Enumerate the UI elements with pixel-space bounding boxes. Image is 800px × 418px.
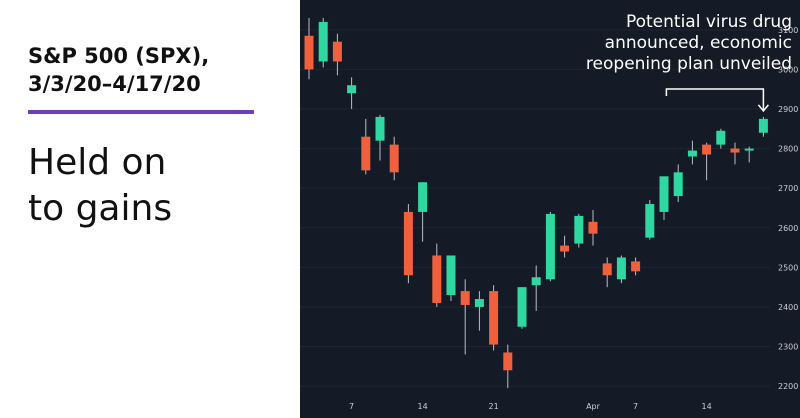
candle-body — [673, 172, 683, 197]
chart-title: S&P 500 (SPX), 3/3/20–4/17/20 — [28, 42, 288, 98]
candle — [673, 164, 683, 203]
candle — [631, 257, 641, 276]
candle-body — [304, 35, 314, 70]
chart-area: 2200 2300 2400 2500 2600 2700 2800 2900 3000 3100… — [300, 0, 800, 418]
candle — [659, 176, 669, 220]
candle-body — [574, 215, 584, 244]
y-tick-label: 2900 — [778, 105, 798, 114]
y-tick-label: 2500 — [778, 263, 798, 272]
y-tick-label: 2700 — [778, 184, 798, 193]
candle — [517, 287, 527, 329]
x-tick-label: 7 — [633, 402, 638, 411]
candle-body — [744, 148, 754, 151]
candle-body — [460, 291, 470, 305]
x-tick-label: 14 — [418, 402, 428, 411]
annotation-line-2: announced, economic — [604, 33, 792, 53]
y-tick-label: 3000 — [778, 65, 798, 74]
candle — [545, 211, 555, 282]
candle-body — [631, 261, 641, 272]
candlestick-chart: 2200 2300 2400 2500 2600 2700 2800 2900 3000 3100… — [300, 17, 798, 411]
candle — [418, 182, 428, 242]
candle-body — [446, 255, 456, 296]
candle-body — [389, 144, 399, 173]
candle — [304, 17, 314, 80]
candle-body — [531, 277, 541, 286]
candle — [758, 116, 768, 137]
candle — [716, 128, 726, 149]
candle — [730, 142, 740, 165]
chart-title-line-1: S&P 500 (SPX), — [28, 44, 210, 68]
candle-body — [545, 213, 555, 280]
x-tick-label: 14 — [702, 402, 712, 411]
candle-body — [361, 136, 371, 171]
candle — [347, 77, 357, 109]
candle-body — [616, 257, 626, 280]
candle — [332, 33, 342, 76]
candle-body — [758, 118, 768, 133]
candle-body — [347, 85, 357, 94]
candle — [588, 209, 598, 246]
candle — [474, 291, 484, 331]
chart-title-line-2: 3/3/20–4/17/20 — [28, 72, 201, 96]
candle — [361, 118, 371, 175]
candle-body — [418, 182, 428, 212]
x-tick-label: 21 — [489, 402, 499, 411]
y-tick-label: 2800 — [778, 145, 798, 154]
candle-body — [602, 263, 612, 276]
candle-body — [659, 176, 669, 212]
candle — [574, 213, 584, 248]
candle — [602, 257, 612, 288]
candle — [375, 114, 385, 161]
candle — [645, 200, 655, 240]
left-text-panel: S&P 500 (SPX), 3/3/20–4/17/20 Held on to… — [0, 0, 300, 418]
candle — [503, 344, 513, 389]
candle-body — [489, 291, 499, 345]
candle — [687, 140, 697, 165]
candle-body — [702, 144, 712, 155]
candle-body — [517, 287, 527, 327]
y-tick-label: 2600 — [778, 224, 798, 233]
y-tick-label: 2200 — [778, 382, 798, 391]
candle-body — [645, 204, 655, 238]
candle-body — [687, 150, 697, 157]
candle — [744, 146, 754, 163]
headline-line-1: Held on — [28, 142, 167, 183]
candle — [432, 243, 442, 307]
y-tick-label: 3100 — [778, 26, 798, 35]
candle-body — [403, 211, 413, 276]
candle-body — [730, 148, 740, 153]
y-tick-label: 2400 — [778, 303, 798, 312]
candle-body — [432, 255, 442, 303]
accent-rule — [28, 110, 254, 114]
candle-body — [716, 130, 726, 145]
candle-body — [318, 21, 328, 62]
candle — [702, 142, 712, 181]
headline: Held on to gains — [28, 140, 288, 232]
candle — [318, 17, 328, 68]
x-tick-label: 7 — [349, 402, 354, 411]
candle-body — [332, 41, 342, 62]
candle — [616, 255, 626, 284]
annotation-line-1: Potential virus drug — [625, 12, 792, 32]
annotation-arrow — [665, 88, 769, 113]
candle — [460, 279, 470, 355]
candle — [560, 235, 570, 258]
candle — [531, 265, 541, 311]
candle-body — [474, 299, 484, 307]
candle-body — [503, 352, 513, 371]
candle — [403, 204, 413, 284]
candle-body — [375, 116, 385, 141]
x-tick-label: Apr — [586, 402, 601, 411]
candle — [446, 255, 456, 302]
candle — [489, 285, 499, 351]
annotation-line-3: reopening plan unveiled — [585, 54, 792, 74]
chart-annotation: Potential virus drug announced, economic… — [552, 12, 792, 75]
candle — [389, 136, 399, 181]
candle-body — [588, 221, 598, 234]
headline-line-2: to gains — [28, 188, 173, 229]
candle-body — [560, 245, 570, 252]
y-tick-label: 2300 — [778, 343, 798, 352]
